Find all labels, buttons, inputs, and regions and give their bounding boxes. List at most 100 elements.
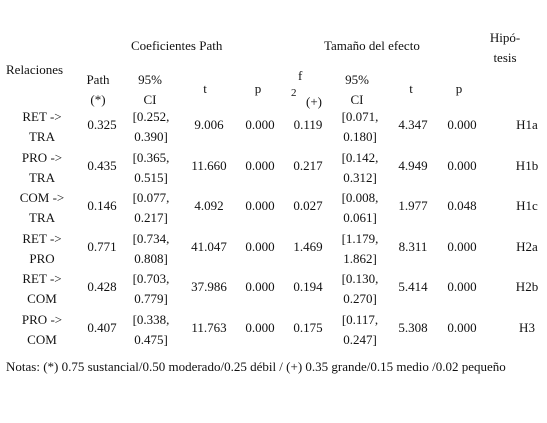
cell-hipotesis: H1a [516, 117, 538, 132]
cell-ci-path-line1: [0.252, [132, 109, 170, 124]
cell-hipotesis: H1c [516, 198, 538, 213]
cell-ci-path-line1: [0.734, [132, 230, 170, 246]
cell-p-efecto: 0.000 [447, 157, 477, 173]
cell-ci-path-line1: [0.365, [132, 149, 170, 165]
cell-f2: 0.194 [293, 279, 323, 294]
cell-path: 0.771 [87, 238, 117, 254]
cell-path: 0.428 [87, 279, 117, 294]
cell-ci-path-line1: [0.077, [132, 190, 170, 205]
cell-ci-efecto-line2: 0.270] [343, 291, 377, 306]
header-p-efecto: p [455, 81, 463, 96]
header-path: Path (*) [86, 70, 109, 110]
cell-ci-efecto-line1: [0.117, [341, 311, 379, 327]
cell-relacion-line2: COM [27, 331, 57, 347]
cell-ci-efecto-line2: 0.312] [343, 169, 377, 185]
cell-t-efecto: 4.347 [398, 117, 428, 132]
cell-ci-path-line1: [0.703, [132, 271, 170, 286]
cell-relacion-line1: PRO -> [21, 311, 63, 327]
cell-relacion: RET -> TRA [22, 107, 61, 147]
cell-t-efecto: 1.977 [398, 198, 428, 213]
header-ci-efecto-line1: 95% [345, 72, 369, 87]
cell-f2: 0.217 [293, 157, 323, 173]
cell-relacion-line2: COM [27, 291, 57, 306]
cell-relacion: RET -> PRO [22, 229, 61, 269]
cell-f2: 0.119 [293, 117, 323, 132]
cell-relacion: PRO -> TRA [22, 148, 62, 188]
cell-path: 0.435 [87, 157, 117, 173]
header-t-efecto: t [409, 81, 413, 96]
header-path-line2: (*) [90, 92, 106, 107]
cell-path: 0.146 [87, 198, 117, 213]
cell-ci-efecto-line1: [0.071, [341, 109, 379, 124]
cell-relacion: COM -> TRA [20, 188, 65, 228]
cell-t-efecto: 8.311 [398, 238, 428, 254]
cell-ci-path: [0.338, 0.475] [133, 310, 170, 350]
header-ci-efecto: 95% CI [345, 70, 369, 110]
header-tamano-efecto: Tamaño del efecto [324, 38, 420, 53]
cell-relacion-line1: RET -> [22, 271, 62, 286]
header-hipotesis: Hipó- tesis [490, 28, 520, 68]
cell-relacion-line1: RET -> [22, 109, 62, 124]
cell-hipotesis: H1b [515, 157, 539, 173]
cell-ci-efecto-line1: [0.008, [341, 190, 379, 205]
cell-ci-efecto-line1: [0.142, [341, 149, 379, 165]
cell-ci-path: [0.077, 0.217] [133, 188, 170, 228]
cell-relacion: PRO -> COM [22, 310, 62, 350]
header-hipotesis-line2: tesis [493, 50, 517, 65]
cell-ci-efecto: [1.179, 1.862] [342, 229, 379, 269]
cell-p-efecto: 0.000 [447, 319, 477, 335]
header-p-path: p [254, 81, 262, 96]
cell-p-path: 0.000 [245, 238, 275, 254]
cell-ci-efecto-line1: [1.179, [341, 230, 379, 246]
table-notes: Notas: (*) 0.75 sustancial/0.50 moderado… [6, 359, 506, 374]
cell-ci-efecto-line1: [0.130, [341, 271, 379, 286]
cell-ci-path: [0.734, 0.808] [133, 229, 170, 269]
header-hipotesis-line1: Hipó- [489, 30, 521, 45]
cell-t-efecto: 5.414 [398, 279, 428, 294]
cell-relacion-line2: TRA [29, 210, 55, 225]
header-f2-letter: f [298, 68, 303, 83]
cell-path: 0.325 [87, 117, 117, 132]
cell-relacion: RET -> COM [22, 269, 61, 309]
cell-p-path: 0.000 [245, 279, 275, 294]
cell-p-efecto: 0.048 [447, 198, 477, 213]
cell-ci-efecto: [0.142, 0.312] [342, 148, 379, 188]
cell-t-path: 11.660 [191, 157, 227, 173]
cell-p-path: 0.000 [245, 319, 275, 335]
cell-hipotesis: H3 [519, 319, 535, 335]
cell-p-efecto: 0.000 [447, 117, 477, 132]
header-path-line1: Path [86, 72, 110, 87]
header-relaciones: Relaciones [6, 62, 64, 77]
cell-t-path: 41.047 [191, 238, 227, 254]
cell-p-efecto: 0.000 [447, 279, 477, 294]
cell-hipotesis: H2b [515, 279, 539, 294]
header-coeficientes-path: Coeficientes Path [131, 38, 223, 53]
cell-ci-path: [0.252, 0.390] [133, 107, 170, 147]
cell-relacion-line2: TRA [28, 129, 55, 144]
cell-f2: 0.027 [293, 198, 323, 213]
cell-f2: 0.175 [293, 319, 323, 335]
header-ci-path-line1: 95% [138, 72, 162, 87]
cell-relacion-line2: TRA [28, 169, 55, 185]
header-f2-superscript: 2 [291, 87, 297, 99]
cell-t-efecto: 4.949 [398, 157, 428, 173]
cell-ci-path-line2: 0.779] [134, 291, 168, 306]
cell-relacion-line1: PRO -> [21, 149, 63, 165]
header-f2-plus: (+) [306, 94, 322, 109]
header-ci-path: 95% CI [138, 70, 162, 110]
cell-t-efecto: 5.308 [398, 319, 428, 335]
cell-t-path: 4.092 [194, 198, 224, 213]
cell-ci-path-line2: 0.390] [134, 129, 168, 144]
cell-ci-path: [0.703, 0.779] [133, 269, 170, 309]
cell-ci-path-line2: 0.515] [134, 169, 168, 185]
cell-p-path: 0.000 [245, 198, 275, 213]
cell-ci-path-line2: 0.217] [134, 210, 168, 225]
cell-ci-efecto-line2: 0.247] [343, 331, 377, 347]
cell-ci-path-line1: [0.338, [132, 311, 170, 327]
cell-relacion-line1: RET -> [22, 230, 62, 246]
cell-hipotesis: H2a [516, 238, 538, 254]
cell-ci-efecto: [0.117, 0.247] [342, 310, 378, 350]
cell-ci-path-line2: 0.475] [134, 331, 168, 347]
cell-ci-path-line2: 0.808] [134, 250, 168, 266]
header-t-path: t [203, 81, 207, 96]
